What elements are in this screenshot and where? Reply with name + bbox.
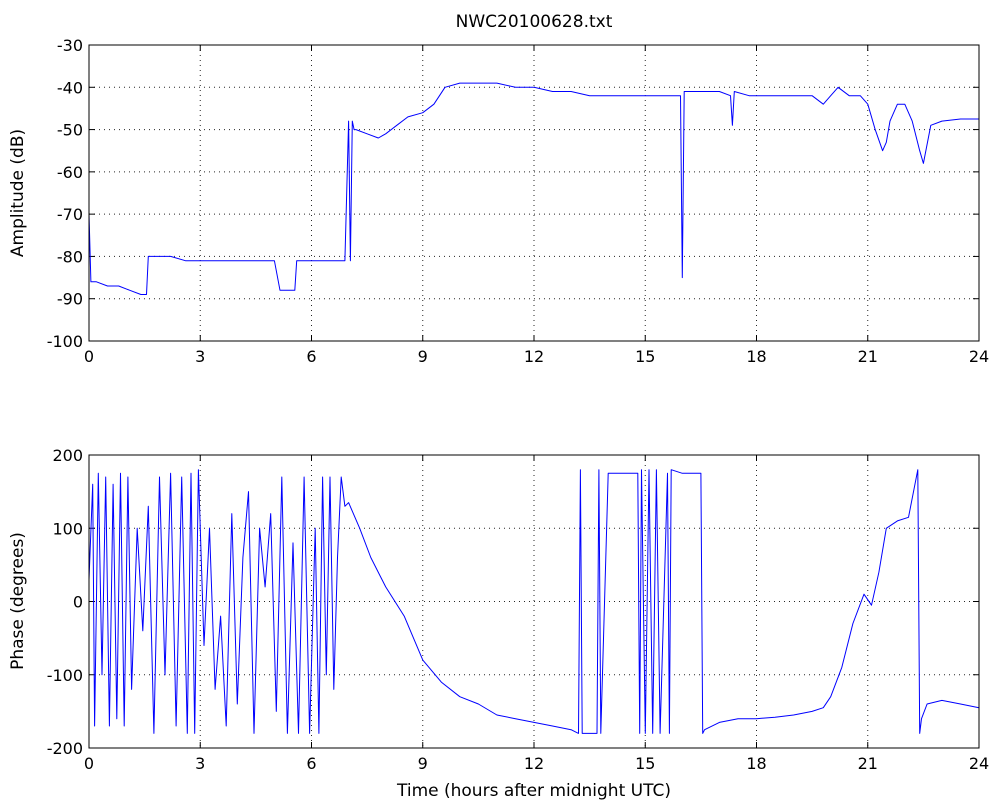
phase-y-tick-label: 100 (52, 519, 83, 538)
phase-series-line (88, 469, 980, 734)
amplitude-series-line (88, 82, 979, 295)
amplitude-x-tick-label: 0 (84, 347, 94, 366)
amplitude-x-tick-label: 18 (746, 347, 766, 366)
phase-x-tick-label: 9 (418, 754, 428, 773)
amplitude-y-tick-label: -50 (57, 121, 83, 140)
phase-x-tick-label: 12 (524, 754, 544, 773)
phase-x-tick-label: 21 (858, 754, 878, 773)
amplitude-y-tick-label: -70 (57, 205, 83, 224)
amplitude-x-tick-label: 6 (306, 347, 316, 366)
phase-y-tick-label: 200 (52, 446, 83, 465)
phase-x-tick-label: 24 (969, 754, 989, 773)
phase-x-tick-label: 18 (746, 754, 766, 773)
phase-y-tick-label: -200 (47, 739, 83, 758)
amplitude-x-tick-label: 15 (635, 347, 655, 366)
phase-x-tick-label: 3 (195, 754, 205, 773)
amplitude-x-tick-label: 12 (524, 347, 544, 366)
phase-y-tick-label: 0 (73, 593, 83, 612)
amplitude-x-tick-label: 3 (195, 347, 205, 366)
phase-x-tick-label: 0 (84, 754, 94, 773)
amplitude-axes-box (88, 44, 980, 342)
amplitude-y-tick-label: -100 (47, 332, 83, 351)
amplitude-y-tick-label: -90 (57, 290, 83, 309)
phase-tick-labels: 0 3 6 9 12 15 18 21 24 -200 -100 0 100 200 (47, 446, 989, 773)
amplitude-tick-labels: 0 3 6 9 12 15 18 21 24 -100 -90 -80 -70 -60 -50 -40 -30 (47, 36, 989, 366)
amplitude-y-tick-label: -80 (57, 247, 83, 266)
amplitude-y-tick-label: -60 (57, 163, 83, 182)
amplitude-y-tick-label: -40 (57, 78, 83, 97)
amplitude-y-axis-label: Amplitude (dB) (8, 129, 28, 257)
phase-x-tick-label: 15 (635, 754, 655, 773)
amplitude-y-tick-label: -30 (57, 36, 83, 55)
phase-x-axis-label: Time (hours after midnight UTC) (396, 781, 671, 801)
phase-grid (89, 455, 979, 748)
amplitude-x-tick-label: 21 (858, 347, 878, 366)
phase-y-tick-label: -100 (47, 666, 83, 685)
amplitude-subplot: NWC20100628.txt Amplitude (dB) 0 3 6 9 12 15 1… (8, 12, 989, 366)
phase-y-axis-label: Phase (degrees) (8, 532, 28, 670)
phase-x-tick-label: 6 (306, 754, 316, 773)
phase-axes-box (88, 454, 980, 749)
amplitude-x-tick-label: 9 (418, 347, 428, 366)
amplitude-x-tick-label: 24 (969, 347, 989, 366)
chart-title: NWC20100628.txt (456, 12, 613, 32)
phase-subplot: Phase (degrees) Time (hours after midnig… (8, 446, 989, 801)
amplitude-grid (89, 45, 979, 341)
